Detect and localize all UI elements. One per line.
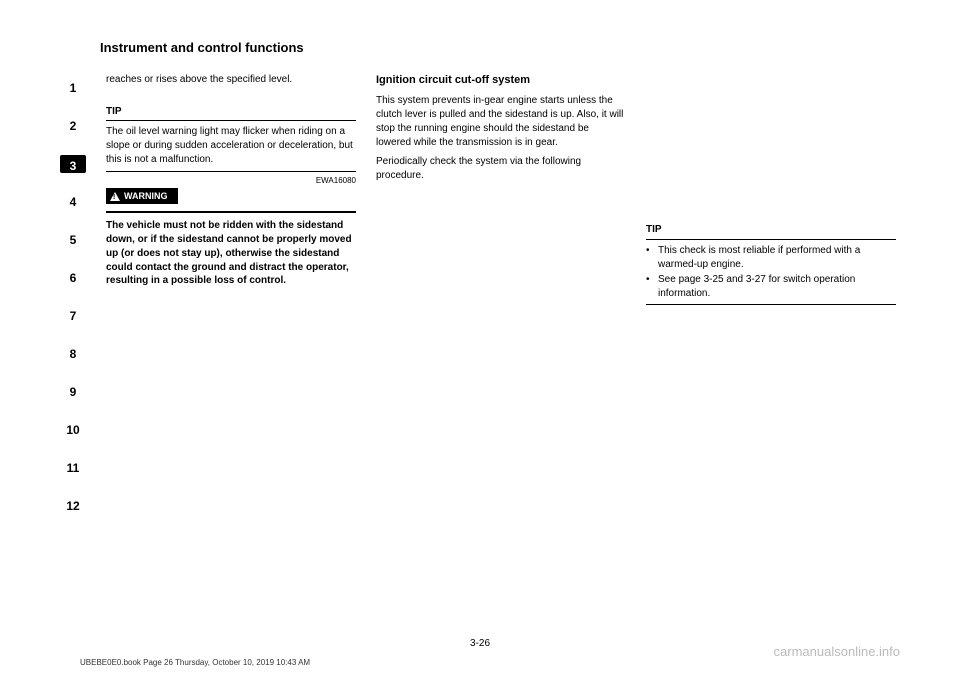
chapter-num-1: 1 xyxy=(60,79,86,97)
column-2: Ignition circuit cut-off system This sys… xyxy=(376,73,626,515)
chapter-index-sidebar: 1 2 3 4 5 6 7 8 9 10 11 12 xyxy=(60,73,86,515)
chapter-num-10: 10 xyxy=(60,421,86,439)
rule xyxy=(106,171,356,172)
chapter-num-6: 6 xyxy=(60,269,86,287)
warning-triangle-icon xyxy=(110,192,120,201)
col3-bullet-2: •See page 3-25 and 3-27 for switch opera… xyxy=(646,273,896,301)
chapter-num-8: 8 xyxy=(60,345,86,363)
watermark: carmanualsonline.info xyxy=(774,644,900,659)
doc-code: EWA16080 xyxy=(106,175,356,186)
chapter-num-4: 4 xyxy=(60,193,86,211)
col3-bullet-1: •This check is most reliable if performe… xyxy=(646,244,896,272)
col3-bullet-list: •This check is most reliable if performe… xyxy=(646,244,896,301)
section-header: Instrument and control functions xyxy=(100,40,900,55)
warning-label: WARNING xyxy=(124,190,168,202)
tip-rule-col3 xyxy=(646,239,896,240)
chapter-num-2: 2 xyxy=(60,117,86,135)
chapter-num-11: 11 xyxy=(60,459,86,477)
col2-check: Periodically check the system via the fo… xyxy=(376,155,626,183)
col1-tip-text: The oil level warning light may flicker … xyxy=(106,125,356,166)
rule-col3 xyxy=(646,304,896,305)
footer-metadata: UBEBE0E0.book Page 26 Thursday, October … xyxy=(80,658,310,667)
col1-paragraph-1: reaches or rises above the specified lev… xyxy=(106,73,356,87)
tip-label: TIP xyxy=(106,105,126,119)
chapter-num-5: 5 xyxy=(60,231,86,249)
chapter-num-7: 7 xyxy=(60,307,86,325)
warning-badge: WARNING xyxy=(106,188,178,204)
column-1: reaches or rises above the specified lev… xyxy=(106,73,356,515)
col2-title: Ignition circuit cut-off system xyxy=(376,73,626,88)
col1-warning-text: The vehicle must not be ridden with the … xyxy=(106,219,356,288)
col2-intro: This system prevents in-gear engine star… xyxy=(376,94,626,149)
tip-label-col3: TIP xyxy=(646,223,666,237)
tip-rule xyxy=(106,120,356,121)
chapter-num-12: 12 xyxy=(60,497,86,515)
page-number: 3-26 xyxy=(470,638,490,649)
column-3: TIP •This check is most reliable if perf… xyxy=(646,73,896,515)
chapter-num-9: 9 xyxy=(60,383,86,401)
chapter-num-3-active: 3 xyxy=(60,155,86,173)
rule-thick xyxy=(106,211,356,213)
